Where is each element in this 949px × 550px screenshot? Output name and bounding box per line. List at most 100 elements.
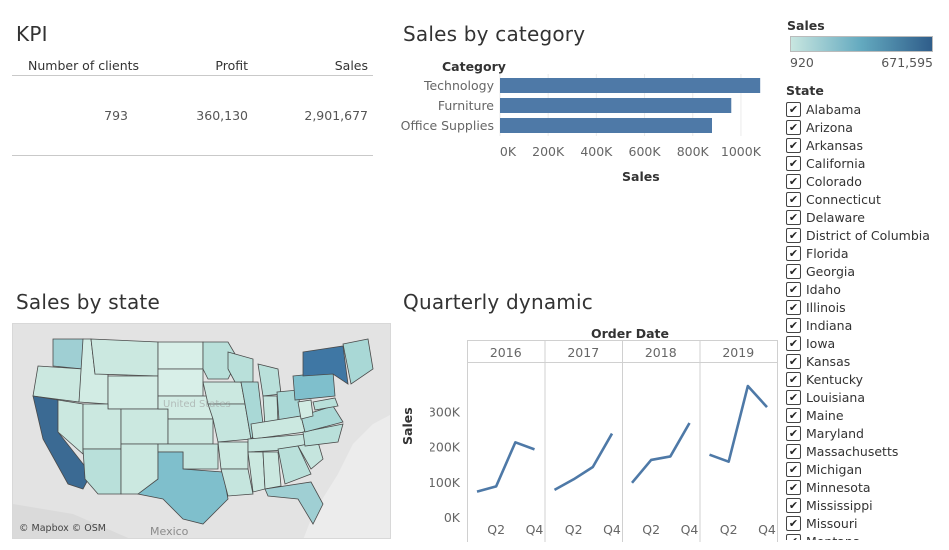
state-filter-item[interactable]: ✔ Alabama — [786, 100, 946, 118]
state-texas — [137, 451, 229, 525]
state-filter-label: Alabama — [806, 101, 862, 117]
quarter-tick: Q2 — [720, 522, 738, 537]
state-checkbox[interactable]: ✔ — [786, 353, 801, 369]
state-florida — [264, 481, 324, 525]
state-checkbox[interactable]: ✔ — [786, 119, 801, 135]
sales-legend-min: 920 — [790, 55, 814, 70]
category-bar[interactable] — [500, 98, 732, 113]
state-checkbox[interactable]: ✔ — [786, 443, 801, 459]
state-filter-item[interactable]: ✔ Georgia — [786, 262, 946, 280]
state-checkbox[interactable]: ✔ — [786, 317, 801, 333]
state-filter-item[interactable]: ✔ Idaho — [786, 280, 946, 298]
state-checkbox[interactable]: ✔ — [786, 425, 801, 441]
state-checkbox[interactable]: ✔ — [786, 371, 801, 387]
state-filter-item[interactable]: ✔ Montana — [786, 532, 946, 540]
x-tick-label: 800K — [677, 144, 710, 159]
state-filter-label: Georgia — [806, 263, 856, 279]
state-filter-item[interactable]: ✔ Maryland — [786, 424, 946, 442]
state-checkbox[interactable]: ✔ — [786, 335, 801, 351]
state-checkbox[interactable]: ✔ — [786, 299, 801, 315]
y-tick-label: 0K — [444, 510, 461, 525]
state-checkbox[interactable]: ✔ — [786, 389, 801, 405]
category-title: Sales by category — [403, 22, 586, 46]
category-bar[interactable] — [500, 78, 761, 93]
state-filter-item[interactable]: ✔ Maine — [786, 406, 946, 424]
state-filter-item[interactable]: ✔ Kentucky — [786, 370, 946, 388]
state-georgia — [277, 445, 312, 485]
state-washington — [52, 338, 84, 370]
state-filter-item[interactable]: ✔ Michigan — [786, 460, 946, 478]
state-filter-item[interactable]: ✔ Massachusetts — [786, 442, 946, 460]
quarter-tick: Q4 — [603, 522, 621, 537]
x-tick-label: 200K — [532, 144, 565, 159]
state-checkbox[interactable]: ✔ — [786, 245, 801, 261]
state-checkbox[interactable]: ✔ — [786, 227, 801, 243]
category-label: Technology — [423, 78, 495, 93]
state-checkbox[interactable]: ✔ — [786, 137, 801, 153]
state-arizona — [82, 448, 122, 495]
category-bar[interactable] — [500, 118, 712, 133]
us-map[interactable]: United States Mexico © Mapbox © OSM — [12, 323, 391, 539]
state-checkbox[interactable]: ✔ — [786, 533, 801, 540]
state-filter-label: Kansas — [806, 353, 851, 369]
state-new-york — [302, 345, 349, 385]
state-filter-label: District of Columbia — [806, 227, 930, 243]
x-tick-label: 400K — [580, 144, 613, 159]
state-filter-item[interactable]: ✔ Indiana — [786, 316, 946, 334]
kpi-value-profit[interactable]: 360,130 — [196, 108, 248, 123]
quarter-tick: Q2 — [565, 522, 583, 537]
state-checkbox[interactable]: ✔ — [786, 173, 801, 189]
category-x-axis-title: Sales — [622, 169, 660, 184]
state-filter-item[interactable]: ✔ Mississippi — [786, 496, 946, 514]
map-attribution[interactable]: © Mapbox © OSM — [19, 523, 106, 534]
year-header: 2019 — [722, 345, 754, 360]
state-filter-item[interactable]: ✔ Kansas — [786, 352, 946, 370]
state-filter-label: Connecticut — [806, 191, 881, 207]
state-checkbox[interactable]: ✔ — [786, 191, 801, 207]
y-tick-label: 300K — [430, 404, 461, 419]
state-utah — [82, 403, 122, 450]
state-filter-item[interactable]: ✔ California — [786, 154, 946, 172]
quarter-line[interactable] — [476, 441, 535, 493]
state-checkbox[interactable]: ✔ — [786, 101, 801, 117]
state-filter-label: Mississippi — [806, 497, 873, 513]
state-checkbox[interactable]: ✔ — [786, 407, 801, 423]
state-filter-item[interactable]: ✔ Missouri — [786, 514, 946, 532]
state-checkbox[interactable]: ✔ — [786, 479, 801, 495]
state-filter-item[interactable]: ✔ District of Columbia — [786, 226, 946, 244]
category-bar-chart: Technology Furniture Office Supplies 0K 200K… — [401, 74, 762, 159]
category-label: Furniture — [438, 98, 494, 113]
state-checkbox[interactable]: ✔ — [786, 209, 801, 225]
kpi-value-sales[interactable]: 2,901,677 — [304, 108, 368, 123]
state-checkbox[interactable]: ✔ — [786, 461, 801, 477]
kpi-value-clients[interactable]: 793 — [104, 108, 128, 123]
state-pennsylvania — [292, 371, 336, 401]
state-checkbox[interactable]: ✔ — [786, 497, 801, 513]
state-filter-item[interactable]: ✔ Louisiana — [786, 388, 946, 406]
state-filter-item[interactable]: ✔ Iowa — [786, 334, 946, 352]
quarter-line[interactable] — [553, 432, 614, 491]
state-checkbox[interactable]: ✔ — [786, 281, 801, 297]
state-checkbox[interactable]: ✔ — [786, 515, 801, 531]
state-filter-item[interactable]: ✔ Arizona — [786, 118, 946, 136]
state-filter-label: Idaho — [806, 281, 841, 297]
quarter-line[interactable] — [709, 384, 768, 463]
state-filter-item[interactable]: ✔ Florida — [786, 244, 946, 262]
order-date-header: Order Date — [591, 326, 669, 341]
state-filter-item[interactable]: ✔ Colorado — [786, 172, 946, 190]
state-checkbox[interactable]: ✔ — [786, 155, 801, 171]
state-filter-item[interactable]: ✔ Minnesota — [786, 478, 946, 496]
y-tick-label: 200K — [430, 440, 461, 455]
state-filter-item[interactable]: ✔ Connecticut — [786, 190, 946, 208]
quarter-tick: Q4 — [681, 522, 699, 537]
state-filter-label: Michigan — [806, 461, 863, 477]
quarter-line[interactable] — [631, 422, 691, 484]
state-checkbox[interactable]: ✔ — [786, 263, 801, 279]
kpi-header-clients: Number of clients — [28, 58, 140, 73]
state-filter-label: Minnesota — [806, 479, 871, 495]
state-filter-item[interactable]: ✔ Arkansas — [786, 136, 946, 154]
x-tick-label: 0K — [500, 144, 517, 159]
year-header: 2016 — [490, 345, 522, 360]
state-filter-item[interactable]: ✔ Delaware — [786, 208, 946, 226]
state-filter-item[interactable]: ✔ Illinois — [786, 298, 946, 316]
